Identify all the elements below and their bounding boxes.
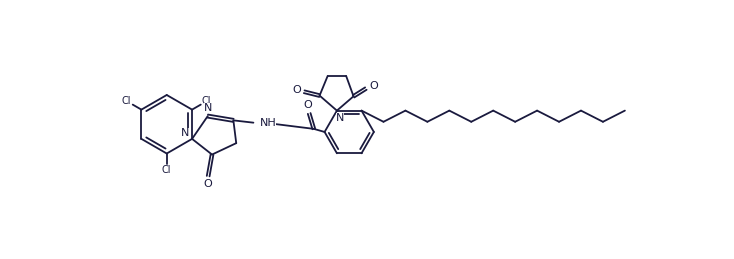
Text: Cl: Cl [202,96,211,106]
Text: O: O [369,81,378,90]
Text: NH: NH [260,118,276,128]
Text: N: N [203,103,212,113]
Text: O: O [303,100,312,110]
Text: N: N [181,128,189,138]
Text: N: N [335,113,344,123]
Text: O: O [204,179,213,189]
Text: O: O [292,85,301,95]
Text: Cl: Cl [162,166,172,175]
Text: Cl: Cl [122,96,131,106]
